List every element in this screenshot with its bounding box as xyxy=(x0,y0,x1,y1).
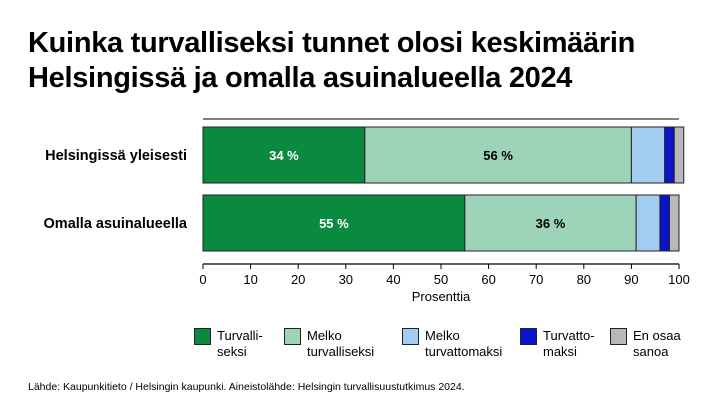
chart-title: Kuinka turvalliseksi tunnet olosi keskim… xyxy=(28,27,635,94)
bar-segment xyxy=(673,126,685,184)
x-tick-label: 30 xyxy=(339,272,353,287)
legend-item: Melko turvalliseksi xyxy=(284,328,402,360)
bar-segment xyxy=(630,126,666,184)
category-label: Omalla asuinalueella xyxy=(44,216,188,232)
legend-label: Turvatto- maksi xyxy=(543,328,595,359)
legend-swatch xyxy=(402,328,419,345)
bar-segment xyxy=(202,126,366,184)
data-label: 34 % xyxy=(269,148,299,163)
legend-item: Turvalli- seksi xyxy=(194,328,284,360)
bar-segment xyxy=(659,194,670,252)
legend-label: Turvalli- seksi xyxy=(217,328,263,359)
x-tick-label: 20 xyxy=(291,272,305,287)
legend-swatch xyxy=(284,328,301,345)
x-tick-label: 80 xyxy=(577,272,591,287)
x-tick-label: 0 xyxy=(199,272,206,287)
chart-legend: Turvalli- seksi Melko turvalliseksi Melko … xyxy=(194,328,690,360)
x-axis-title: Prosenttia xyxy=(412,289,471,304)
x-tick-label: 50 xyxy=(434,272,448,287)
bar-segment xyxy=(664,126,675,184)
data-label: 55 % xyxy=(319,216,349,231)
bar-segment xyxy=(668,194,680,252)
x-tick-label: 70 xyxy=(529,272,543,287)
legend-swatch xyxy=(194,328,211,345)
x-tick-label: 10 xyxy=(243,272,257,287)
legend-item: Turvatto- maksi xyxy=(520,328,610,360)
legend-swatch xyxy=(610,328,627,345)
legend-swatch xyxy=(520,328,537,345)
legend-label: En osaa sanoa xyxy=(633,328,681,359)
bar-segment xyxy=(464,194,637,252)
data-label: 56 % xyxy=(483,148,513,163)
source-note: Lähde: Kaupunkitieto / Helsingin kaupunk… xyxy=(28,381,465,393)
bar-segment xyxy=(635,194,661,252)
x-tick-label: 40 xyxy=(386,272,400,287)
x-tick-label: 90 xyxy=(624,272,638,287)
x-tick-label: 60 xyxy=(481,272,495,287)
legend-label: Melko turvalliseksi xyxy=(307,328,375,359)
x-tick-label: 100 xyxy=(668,272,690,287)
category-label: Helsingissä yleisesti xyxy=(45,148,187,164)
data-label: 36 % xyxy=(536,216,566,231)
legend-label: Melko turvattomaksi xyxy=(425,328,503,359)
legend-item: Melko turvattomaksi xyxy=(402,328,520,360)
legend-item: En osaa sanoa xyxy=(610,328,690,360)
